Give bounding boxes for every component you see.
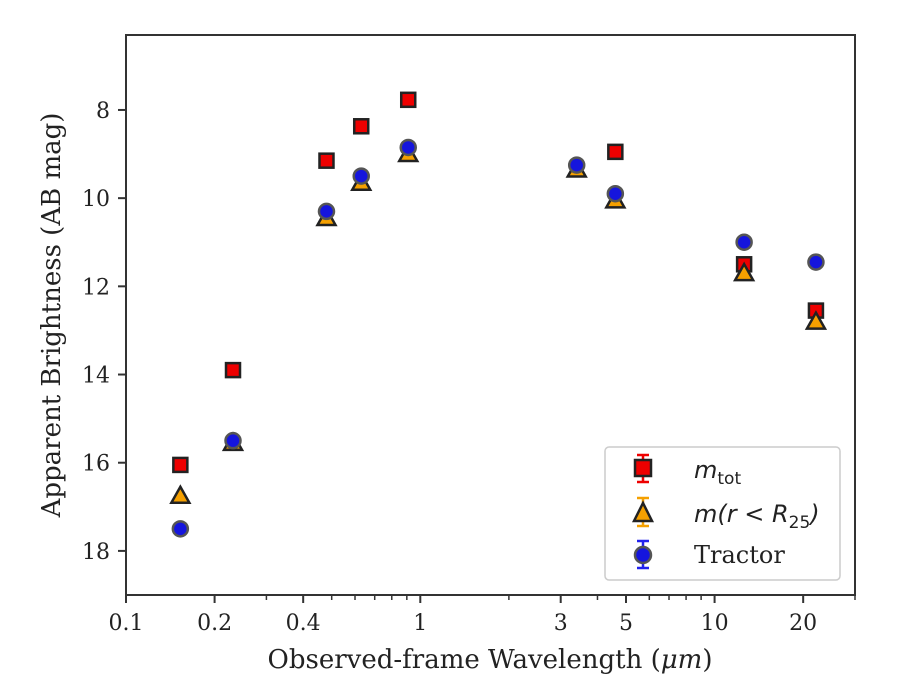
legend-box	[604, 446, 841, 581]
data-point-circle	[224, 431, 242, 450]
x-tick-label: 0.1	[109, 611, 144, 636]
series-circle	[171, 138, 825, 538]
data-point-circle	[399, 138, 417, 157]
data-point-triangle	[732, 261, 756, 282]
data-point-circle	[606, 184, 625, 203]
data-point-circle	[171, 520, 190, 538]
data-point-circle	[567, 156, 586, 174]
data-point-square	[607, 143, 624, 161]
legend-marker-triangle	[631, 496, 655, 528]
legend-marker-square	[633, 453, 653, 484]
data-point-circle	[807, 253, 825, 271]
y-tick-label: 12	[82, 275, 110, 300]
y-tick-label: 8	[96, 99, 110, 124]
legend-entry-mtot: mtot	[633, 453, 741, 489]
data-point-circle	[735, 233, 753, 251]
legend-entry-tractor: Tractor	[633, 539, 785, 570]
x-tick-label: 10	[701, 611, 729, 636]
series-square	[172, 91, 825, 474]
data-point-square	[172, 456, 189, 474]
legend-label-m-r25: m(r < R25)	[694, 500, 820, 533]
y-axis-label: Apparent Brightness (AB mag)	[37, 113, 67, 519]
x-tick-label: 3	[554, 611, 568, 636]
data-point-circle	[317, 202, 336, 221]
x-tick-label: 5	[619, 611, 633, 636]
y-tick-label: 10	[82, 187, 110, 212]
x-tick-label: 0.2	[197, 611, 232, 636]
data-point-square	[352, 118, 370, 135]
plot-frame	[125, 34, 856, 596]
data-point-triangle	[804, 310, 828, 330]
data-point-triangle	[169, 484, 192, 505]
y-tick-label: 18	[82, 540, 110, 565]
y-tick-label: 16	[82, 452, 110, 477]
legend-label-mtot: mtot	[694, 456, 741, 489]
tick-layer: 0.1 0.2 0.4 1 3 5 10 20 8 10 12 14 16 18	[82, 99, 856, 636]
x-tick-label: 0.4	[286, 611, 321, 636]
legend-label-tractor: Tractor	[694, 541, 785, 569]
data-point-square	[224, 361, 242, 379]
x-axis-label: Observed-frame Wavelength (μm)	[268, 645, 713, 675]
legend-marker-circle	[633, 539, 653, 570]
data-points	[169, 91, 828, 538]
x-tick-label: 1	[413, 611, 427, 636]
legend-entry-m-r25: m(r < R25)	[631, 496, 820, 533]
x-tick-label: 20	[789, 611, 817, 636]
y-tick-label: 14	[82, 364, 110, 389]
data-point-circle	[352, 167, 370, 185]
data-point-square	[399, 91, 417, 109]
data-point-square	[318, 152, 335, 169]
legend: mtot m(r < R25) Tractor	[604, 446, 841, 581]
